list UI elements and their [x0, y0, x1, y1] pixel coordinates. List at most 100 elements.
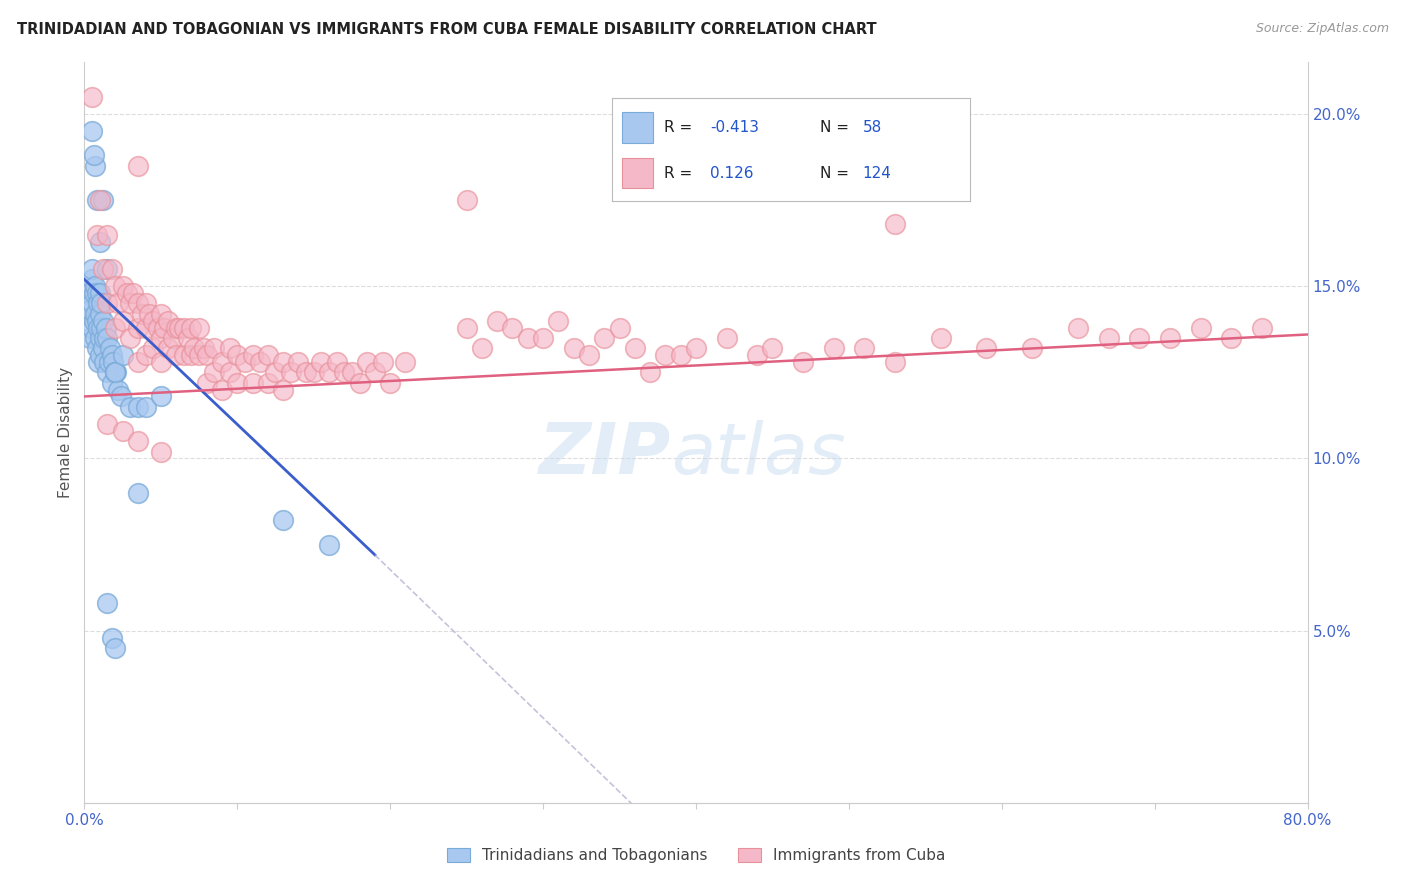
Point	[101, 376, 124, 390]
Point	[149, 307, 172, 321]
Point	[84, 331, 107, 345]
Point	[883, 217, 905, 231]
Point	[547, 314, 569, 328]
Point	[211, 355, 233, 369]
Point	[747, 348, 769, 362]
Point	[394, 355, 416, 369]
Point	[195, 348, 218, 362]
Point	[1250, 320, 1272, 334]
Point	[271, 383, 294, 397]
Point	[456, 320, 478, 334]
Point	[127, 159, 149, 173]
Text: N =: N =	[820, 120, 853, 136]
Point	[624, 341, 647, 355]
Point	[96, 596, 118, 610]
Point	[107, 383, 129, 397]
Point	[271, 355, 294, 369]
Point	[929, 331, 952, 345]
Point	[654, 348, 676, 362]
Point	[105, 365, 128, 379]
Point	[120, 400, 142, 414]
Point	[127, 400, 149, 414]
Point	[127, 486, 149, 500]
Point	[340, 365, 363, 379]
Point	[84, 159, 107, 173]
Point	[89, 348, 111, 362]
Text: R =: R =	[664, 120, 697, 136]
Point	[188, 348, 211, 362]
Point	[89, 235, 111, 249]
Point	[193, 341, 215, 355]
Point	[91, 262, 114, 277]
Point	[101, 631, 124, 645]
Point	[202, 365, 225, 379]
Text: 58: 58	[862, 120, 882, 136]
Point	[1021, 341, 1043, 355]
Point	[226, 348, 249, 362]
Point	[149, 389, 172, 403]
Point	[716, 331, 738, 345]
Point	[80, 90, 103, 104]
Point	[120, 296, 142, 310]
Point	[233, 355, 256, 369]
Point	[96, 417, 118, 431]
Point	[80, 320, 103, 334]
Point	[685, 341, 707, 355]
Point	[173, 320, 195, 334]
Point	[127, 434, 149, 449]
Text: 0.126: 0.126	[710, 166, 754, 180]
Point	[638, 365, 661, 379]
Point	[91, 193, 114, 207]
Point	[202, 341, 225, 355]
Point	[91, 314, 114, 328]
Point	[84, 279, 107, 293]
Point	[86, 286, 108, 301]
Point	[111, 279, 134, 293]
Point	[96, 296, 118, 310]
Point	[103, 355, 125, 369]
Text: TRINIDADIAN AND TOBAGONIAN VS IMMIGRANTS FROM CUBA FEMALE DISABILITY CORRELATION: TRINIDADIAN AND TOBAGONIAN VS IMMIGRANTS…	[17, 22, 876, 37]
Point	[280, 365, 302, 379]
Point	[149, 331, 172, 345]
Point	[96, 227, 118, 242]
Point	[142, 341, 165, 355]
FancyBboxPatch shape	[623, 158, 652, 188]
Point	[295, 365, 318, 379]
Point	[195, 376, 218, 390]
Point	[318, 365, 340, 379]
Text: Source: ZipAtlas.com: Source: ZipAtlas.com	[1256, 22, 1389, 36]
Point	[93, 331, 115, 345]
Point	[111, 424, 134, 438]
Point	[90, 320, 112, 334]
Point	[211, 383, 233, 397]
Text: 124: 124	[862, 166, 891, 180]
Point	[84, 307, 107, 321]
Point	[471, 341, 494, 355]
Point	[823, 341, 845, 355]
Point	[1098, 331, 1121, 345]
Point	[562, 341, 585, 355]
Point	[96, 262, 118, 277]
Point	[183, 341, 205, 355]
Point	[531, 331, 554, 345]
Point	[157, 314, 180, 328]
Point	[83, 148, 105, 162]
Point	[104, 279, 127, 293]
Point	[93, 355, 115, 369]
Point	[91, 341, 114, 355]
Point	[110, 389, 132, 403]
Point	[135, 320, 157, 334]
Point	[111, 348, 134, 362]
Point	[127, 320, 149, 334]
Point	[79, 331, 101, 345]
Text: N =: N =	[820, 166, 853, 180]
Point	[80, 272, 103, 286]
Point	[94, 320, 117, 334]
Point	[104, 365, 127, 379]
Point	[89, 193, 111, 207]
FancyBboxPatch shape	[623, 112, 652, 144]
Point	[976, 341, 998, 355]
Point	[122, 286, 145, 301]
Y-axis label: Female Disability: Female Disability	[58, 367, 73, 499]
Point	[86, 227, 108, 242]
